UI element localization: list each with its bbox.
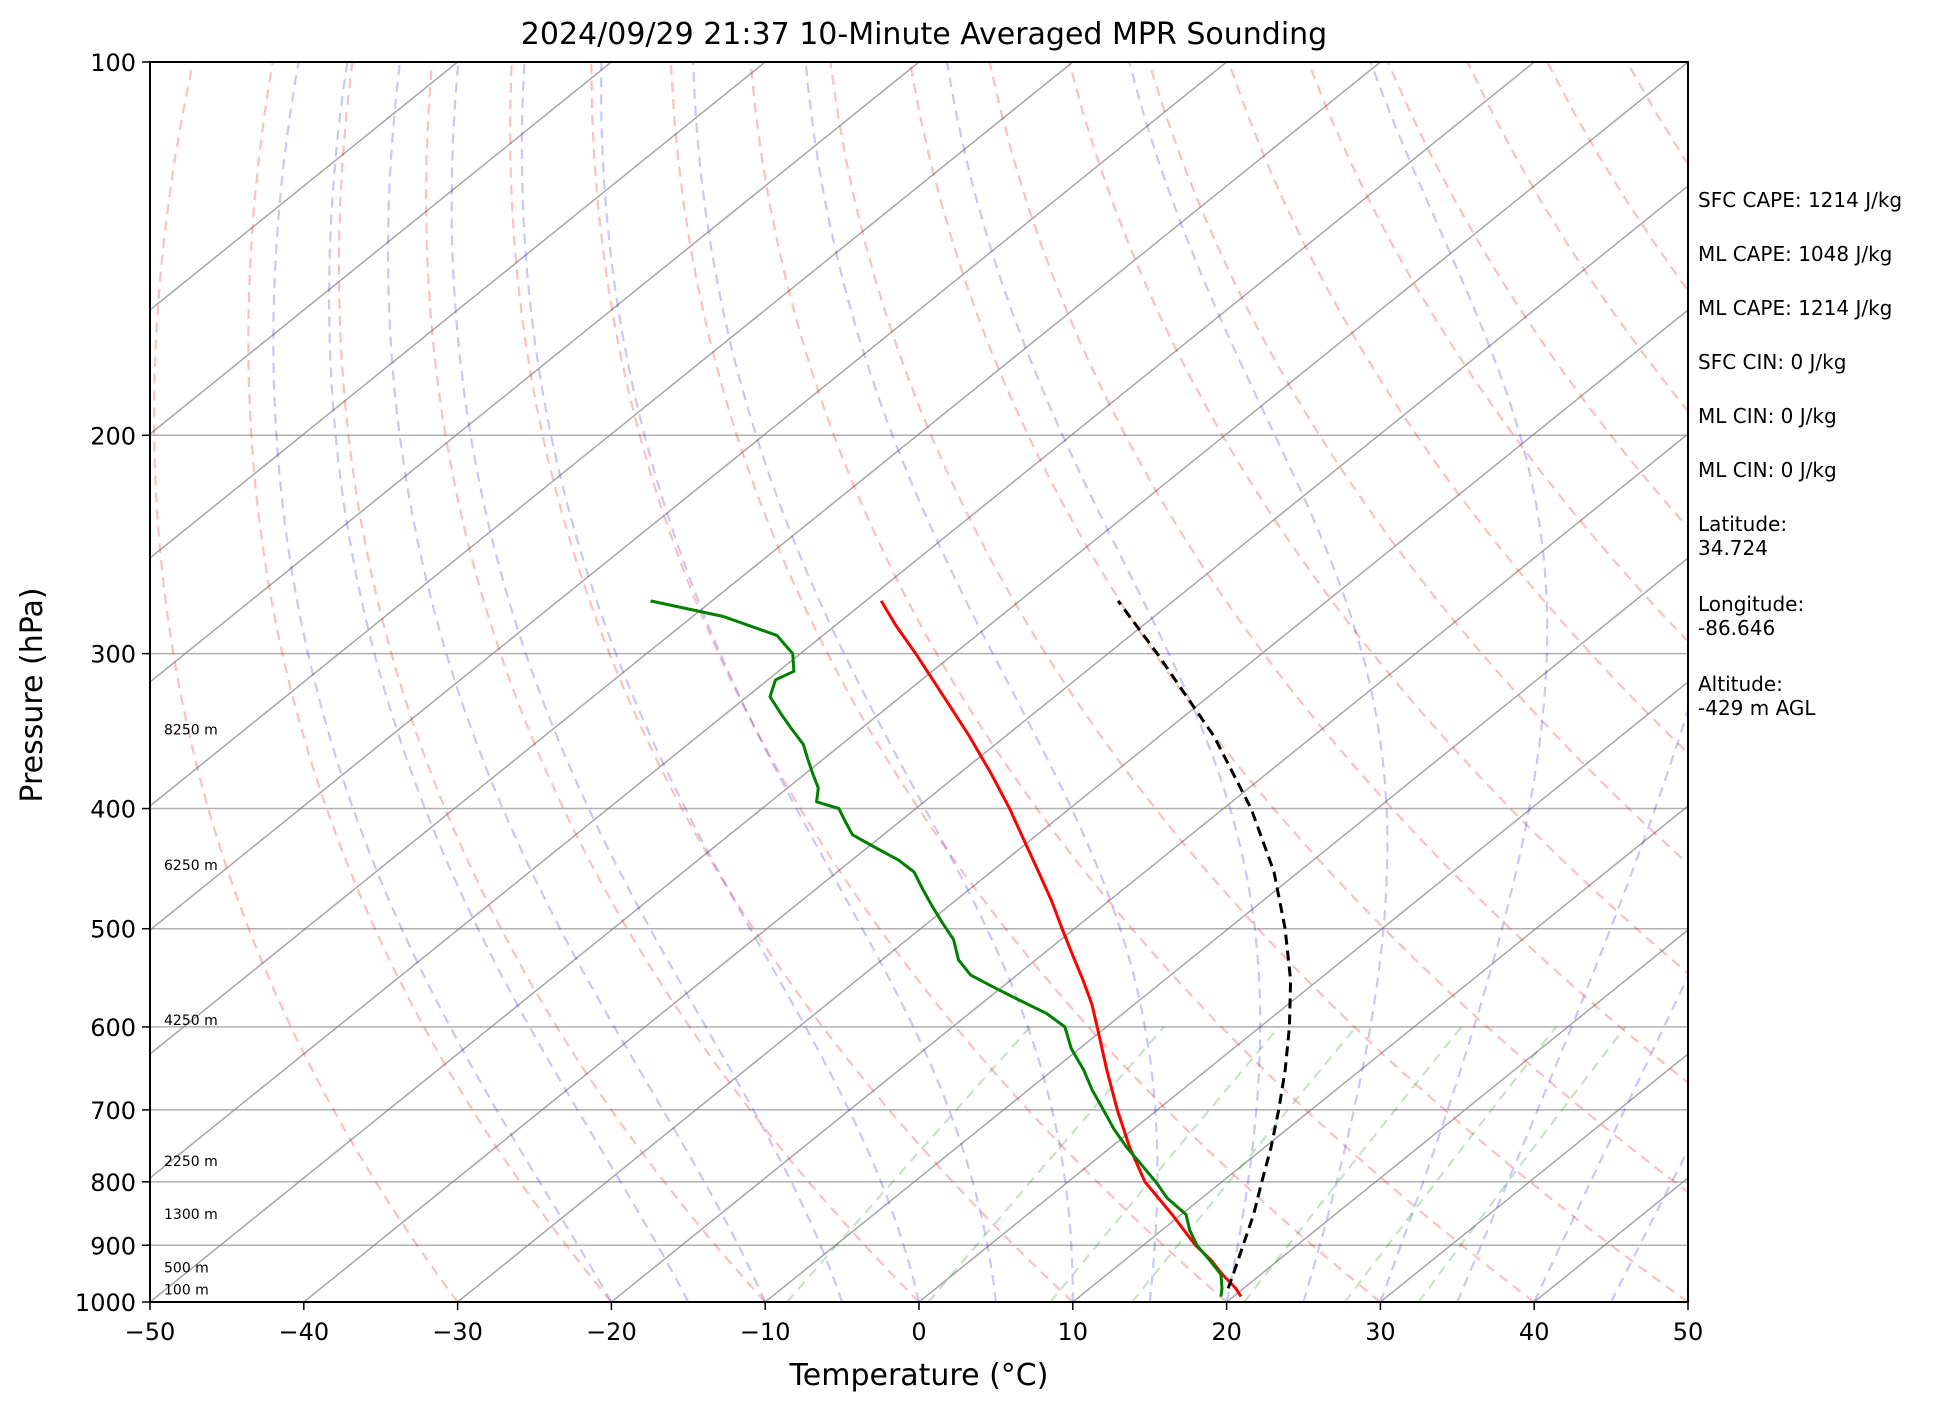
y-tick-label: 200 bbox=[90, 422, 136, 450]
mixing-ratio-line bbox=[1344, 1026, 1557, 1302]
x-tick-label: 20 bbox=[1211, 1318, 1242, 1346]
y-tick-label: 600 bbox=[90, 1014, 136, 1042]
sfc-cin-text: SFC CIN: 0 J/kg bbox=[1698, 350, 1847, 374]
isotherm-line bbox=[1379, 1053, 1688, 1302]
y-tick-label: 900 bbox=[90, 1232, 136, 1260]
dry-adiabat bbox=[669, 62, 1382, 1302]
ml-cin-text-2: ML CIN: 0 J/kg bbox=[1698, 458, 1837, 482]
latitude-text: Latitude: 34.724 bbox=[1698, 512, 1788, 560]
x-tick-label: 50 bbox=[1673, 1318, 1704, 1346]
mixing-ratio-line bbox=[927, 1026, 1165, 1302]
moist-adiabat bbox=[945, 62, 1262, 1302]
moist-adiabat bbox=[1456, 62, 1688, 1302]
mixing-ratio-line bbox=[786, 1026, 1032, 1302]
y-tick-label: 800 bbox=[90, 1169, 136, 1197]
height-label: 500 m bbox=[164, 1260, 209, 1276]
longitude-text: Longitude: -86.646 bbox=[1698, 592, 1805, 640]
dry-adiabat bbox=[1147, 62, 1688, 866]
moist-adiabat bbox=[1128, 62, 1389, 1302]
dry-adiabat bbox=[908, 62, 1688, 1194]
y-tick-label: 300 bbox=[90, 641, 136, 669]
dry-adiabat bbox=[509, 62, 1074, 1302]
ml-cin-text: ML CIN: 0 J/kg bbox=[1698, 404, 1837, 428]
x-tick-label: 10 bbox=[1058, 1318, 1089, 1346]
sfc-cape-text: SFC CAPE: 1214 J/kg bbox=[1698, 188, 1903, 212]
isotherm-line bbox=[150, 62, 1688, 1302]
moist-adiabat bbox=[520, 62, 921, 1302]
x-tick-label: −30 bbox=[432, 1318, 483, 1346]
x-tick-label: −40 bbox=[278, 1318, 329, 1346]
ml-cape-text: ML CAPE: 1048 J/kg bbox=[1698, 242, 1893, 266]
ml-cape-text-2: ML CAPE: 1214 J/kg bbox=[1698, 296, 1893, 320]
x-tick-label: 40 bbox=[1519, 1318, 1550, 1346]
mixing-ratio-line bbox=[1049, 1026, 1280, 1302]
isotherm-line bbox=[150, 62, 1074, 807]
height-label: 100 m bbox=[164, 1283, 209, 1299]
y-tick-label: 400 bbox=[90, 796, 136, 824]
isotherm-line bbox=[150, 62, 1381, 1055]
mixing-ratio-line bbox=[1243, 1026, 1463, 1302]
dry-adiabat bbox=[749, 62, 1535, 1302]
isotherm-line bbox=[610, 433, 1688, 1302]
axes: −50 −40 −30 −20 −10 0 10 20 30 40 50 100 200 300 400 50… bbox=[75, 49, 1703, 1346]
info-panel: SFC CAPE: 1214 J/kg ML CAPE: 1048 J/kg M… bbox=[1698, 188, 1928, 752]
height-label: 8250 m bbox=[164, 723, 218, 739]
isotherm-line bbox=[1226, 929, 1688, 1302]
isotherm-line bbox=[1072, 805, 1688, 1302]
height-label: 1300 m bbox=[164, 1207, 218, 1223]
isotherm-line bbox=[457, 309, 1688, 1302]
isotherm-line bbox=[918, 681, 1688, 1302]
dry-adiabat bbox=[337, 62, 767, 1302]
y-tick-label: 500 bbox=[90, 916, 136, 944]
dry-adiabat bbox=[152, 62, 459, 1302]
moist-adiabat bbox=[599, 62, 997, 1302]
y-tick-label: 700 bbox=[90, 1097, 136, 1125]
parcel-profile bbox=[1116, 600, 1293, 1289]
temperature-profile bbox=[879, 600, 1243, 1298]
mixing-ratio-line bbox=[1131, 1026, 1357, 1302]
dry-adiabat bbox=[829, 62, 1688, 1302]
isotherm-line bbox=[150, 62, 920, 683]
moist-adiabat bbox=[387, 62, 767, 1302]
chart-title: 2024/09/29 21:37 10-Minute Averaged MPR … bbox=[521, 17, 1327, 52]
dry-adiabat bbox=[590, 62, 1228, 1302]
isotherm-line bbox=[150, 62, 1228, 931]
y-tick-label: 100 bbox=[90, 49, 136, 77]
x-axis-title: Temperature (°C) bbox=[789, 1358, 1049, 1393]
dry-adiabat bbox=[247, 62, 613, 1302]
altitude-text: Altitude: -429 m AGL bbox=[1698, 672, 1816, 720]
isotherm-line bbox=[150, 62, 459, 311]
x-tick-label: 30 bbox=[1365, 1318, 1396, 1346]
y-axis-title: Pressure (hPa) bbox=[15, 587, 50, 802]
moist-adiabat bbox=[1369, 62, 1549, 1302]
isotherm-line bbox=[150, 62, 1535, 1179]
height-label: 2250 m bbox=[164, 1154, 218, 1170]
dry-adiabat bbox=[424, 62, 920, 1302]
x-tick-label: −10 bbox=[740, 1318, 791, 1346]
mixing-ratio-line bbox=[1417, 1026, 1627, 1302]
moist-adiabat bbox=[272, 62, 613, 1302]
dry-adiabat bbox=[1227, 62, 1688, 755]
moist-adiabat bbox=[804, 62, 1159, 1302]
y-tick-label: 1000 bbox=[75, 1289, 136, 1317]
isotherm-line bbox=[303, 185, 1688, 1302]
dewpoint-profile bbox=[650, 599, 1224, 1297]
x-tick-label: 0 bbox=[911, 1318, 926, 1346]
height-label: 4250 m bbox=[164, 1013, 218, 1029]
isotherm-line bbox=[150, 62, 766, 559]
isotherm-line bbox=[150, 62, 612, 435]
moist-adiabat bbox=[692, 62, 1074, 1302]
moist-adiabat bbox=[327, 62, 690, 1302]
x-tick-label: −50 bbox=[125, 1318, 176, 1346]
isotherm-line bbox=[764, 557, 1688, 1302]
plot-area: 8250 m 6250 m 4250 m 2250 m 1300 m 500 m 100 m bbox=[150, 62, 1688, 1302]
x-tick-label: −20 bbox=[586, 1318, 637, 1346]
height-label: 6250 m bbox=[164, 858, 218, 874]
moist-adiabat bbox=[450, 62, 844, 1302]
dry-adiabat bbox=[1068, 62, 1688, 975]
